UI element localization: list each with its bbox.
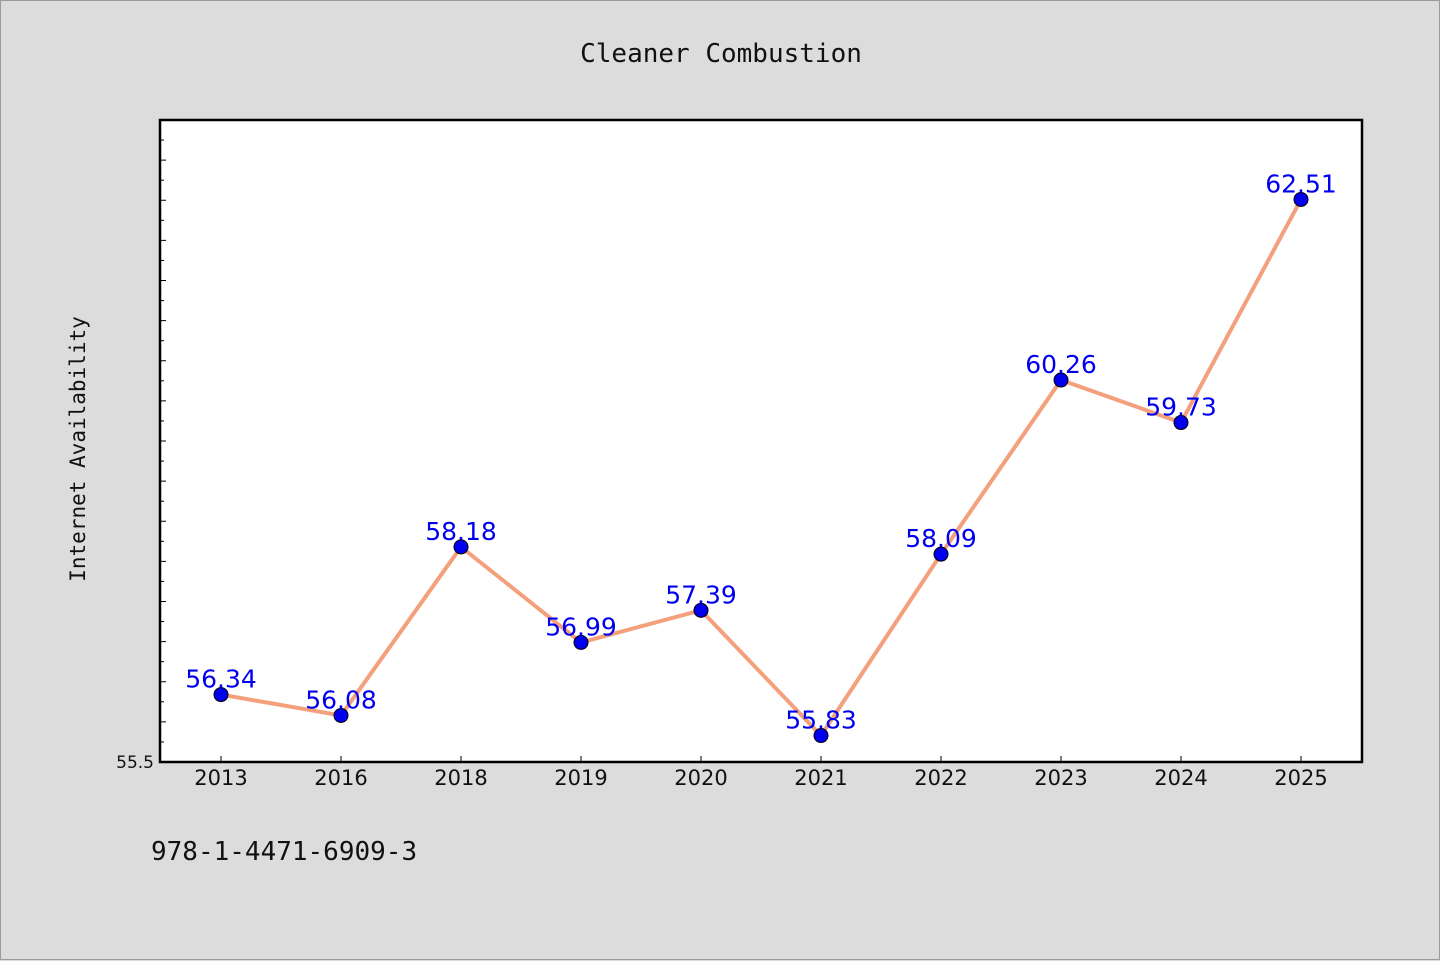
data-label: 55.83 — [785, 706, 857, 735]
data-label: 56.99 — [545, 612, 617, 641]
data-point — [1053, 372, 1069, 388]
data-label: 60.26 — [1025, 350, 1097, 379]
data-labels: 56.34 56.08 58.18 56.99 57.39 55.83 58.09 60.26… — [185, 169, 1337, 734]
series-line — [220, 198, 1303, 738]
x-tick-label: 2023 — [1034, 766, 1087, 790]
x-tick-label: 2022 — [914, 766, 967, 790]
data-point — [813, 728, 829, 744]
data-label: 56.34 — [185, 665, 257, 694]
data-label: 59.73 — [1145, 393, 1217, 422]
chart-title: Cleaner Combustion — [580, 39, 862, 69]
data-label: 56.08 — [305, 685, 377, 714]
x-tick-label: 2013 — [194, 766, 247, 790]
y-axis-ticks: 55.5 — [116, 119, 166, 773]
data-point — [333, 707, 349, 723]
data-point — [213, 687, 229, 703]
data-point — [693, 602, 709, 618]
x-axis-ticks: 2013 2016 2018 2019 2020 2021 2022 2023 2024 2025 — [194, 756, 1328, 790]
y-axis-label: Internet Availability — [66, 316, 90, 582]
x-tick-label: 2020 — [674, 766, 727, 790]
x-tick-label: 2016 — [314, 766, 367, 790]
x-tick-label: 2021 — [794, 766, 847, 790]
plot-area — [158, 118, 1364, 764]
x-tick-label: 2024 — [1154, 766, 1207, 790]
x-tick-label: 2025 — [1274, 766, 1327, 790]
data-point — [933, 546, 949, 562]
y-tick-label: 55.5 — [116, 753, 154, 773]
x-tick-label: 2018 — [434, 766, 487, 790]
series-path — [220, 198, 1303, 738]
data-label: 57.39 — [665, 580, 737, 609]
data-label: 62.51 — [1265, 169, 1337, 198]
data-label: 58.09 — [905, 524, 977, 553]
data-point — [573, 634, 589, 650]
x-tick-label: 2019 — [554, 766, 607, 790]
footnote-isbn: 978-1-4471-6909-3 — [151, 837, 418, 867]
data-markers — [213, 191, 1309, 744]
data-point — [453, 539, 469, 555]
data-label: 58.18 — [425, 517, 497, 546]
data-point — [1293, 191, 1309, 207]
data-point — [1173, 415, 1189, 431]
